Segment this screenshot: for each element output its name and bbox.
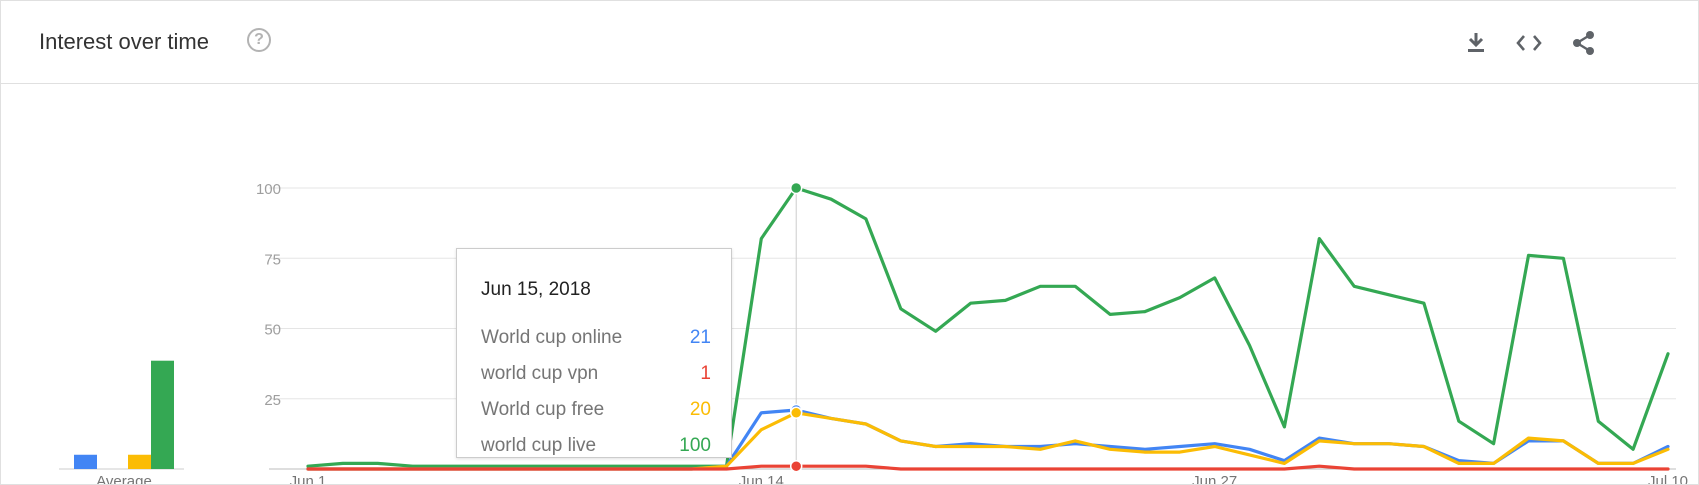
highlight-point-free (789, 406, 803, 420)
x-tick-label: Jun 14 (739, 473, 784, 484)
tooltip-row-free: World cup free 20 (481, 399, 711, 423)
share-icon[interactable] (1569, 29, 1599, 57)
tooltip-row-value: 20 (689, 399, 711, 420)
series-line-live (306, 186, 1670, 468)
x-tick-label: Jun 1 (290, 473, 327, 484)
tooltip-row-label: World cup free (481, 399, 605, 420)
average-bar (128, 454, 151, 469)
tooltip-row-label: world cup vpn (481, 363, 599, 384)
tooltip-row-live: world cup live 100 (481, 435, 711, 459)
average-bar (74, 454, 97, 469)
series-line-vpn (306, 464, 1670, 471)
chart-tooltip: Jun 15, 2018 World cup online 21 world c… (456, 248, 732, 458)
average-bar (151, 360, 174, 469)
highlight-point-live (789, 181, 803, 195)
tooltip-date: Jun 15, 2018 (481, 279, 591, 300)
y-tick-label: 100 (256, 181, 281, 198)
card-header: Interest over time ? (1, 1, 1698, 84)
tooltip-row-label: World cup online (481, 327, 623, 348)
help-circle-icon[interactable]: ? (247, 28, 271, 52)
download-icon[interactable] (1461, 29, 1491, 57)
y-tick-label: 50 (264, 322, 281, 339)
card-title: Interest over time (39, 29, 209, 54)
tooltip-row-value: 100 (679, 435, 711, 456)
tooltip-row-online: World cup online 21 (481, 327, 711, 351)
average-label: Average (96, 473, 152, 484)
tooltip-row-vpn: world cup vpn 1 (481, 363, 711, 387)
interest-chart: Average 25 50 75 100 Jun 1 Jun 14 Jun 27 Jul 10 (59, 181, 1688, 484)
tooltip-row-value: 1 (700, 363, 711, 384)
x-tick-label: Jul 10 (1648, 473, 1688, 484)
y-tick-label: 25 (264, 392, 281, 409)
x-tick-label: Jun 27 (1192, 473, 1237, 484)
y-tick-label: 75 (264, 251, 281, 268)
tooltip-row-value: 21 (689, 327, 711, 348)
embed-code-icon[interactable] (1514, 29, 1544, 57)
tooltip-row-label: world cup live (481, 435, 597, 456)
highlight-point-vpn (789, 459, 803, 473)
